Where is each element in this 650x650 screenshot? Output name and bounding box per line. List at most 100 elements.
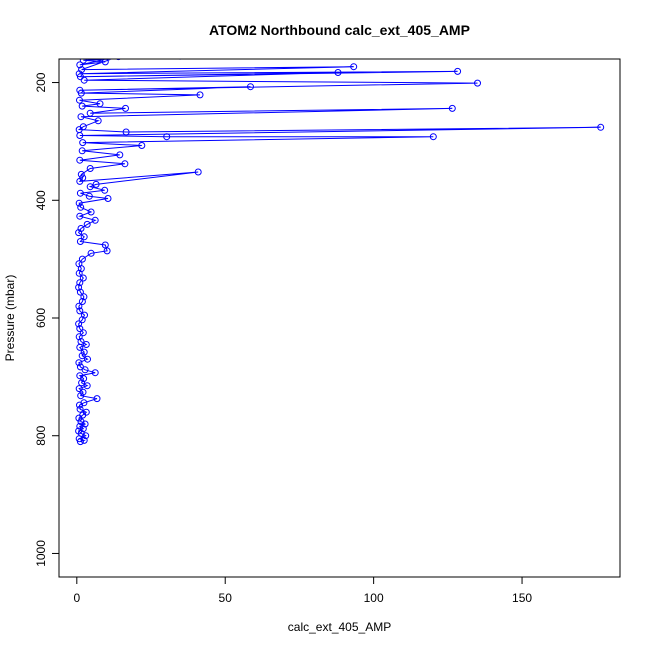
y-tick-label: 200 <box>34 72 48 92</box>
x-axis: 0 50 100 150 <box>73 576 532 605</box>
data-point <box>78 352 86 360</box>
data-point <box>80 233 88 241</box>
data-point <box>76 363 84 371</box>
data-point <box>350 63 358 71</box>
data-point <box>75 333 83 341</box>
data-point <box>75 359 83 367</box>
data-point <box>75 385 83 393</box>
data-point <box>78 298 86 305</box>
data-point <box>178 59 183 60</box>
x-tick-label: 50 <box>219 591 233 605</box>
data-point <box>121 160 129 168</box>
data-point <box>86 183 94 191</box>
data-point <box>93 395 101 403</box>
data-point <box>76 307 84 315</box>
data-point <box>79 388 87 396</box>
data-point <box>79 123 87 131</box>
data-point <box>122 128 130 136</box>
data-point <box>75 199 83 207</box>
x-tick-label: 100 <box>364 591 384 605</box>
series-line <box>77 59 601 443</box>
y-tick-label: 1000 <box>34 540 48 567</box>
x-tick-label: 0 <box>73 591 80 605</box>
data-point <box>83 382 91 390</box>
data-point <box>94 117 102 125</box>
data-point <box>77 113 85 121</box>
data-point <box>247 83 254 91</box>
data-point <box>597 123 605 131</box>
data-point <box>76 86 84 94</box>
data-point <box>76 156 84 164</box>
data-point <box>78 379 86 387</box>
data-point <box>80 76 88 84</box>
y-tick-label: 800 <box>34 425 48 445</box>
data-point <box>85 192 93 200</box>
data-point <box>79 139 87 147</box>
data-point <box>76 189 84 197</box>
data-point <box>77 392 85 400</box>
data-point <box>83 220 91 228</box>
data-point <box>101 59 109 66</box>
data-point <box>77 338 85 345</box>
data-point <box>91 369 99 377</box>
data-point <box>87 208 95 216</box>
data-point <box>79 274 87 282</box>
data-point <box>86 109 94 117</box>
y-axis-label: Pressure (mbar) <box>3 275 17 362</box>
data-point <box>116 151 124 159</box>
data-point <box>96 100 104 108</box>
data-point <box>86 165 94 172</box>
x-tick-label: 150 <box>512 591 532 605</box>
data-point <box>429 133 437 141</box>
data-point <box>77 418 85 426</box>
data-point <box>79 59 87 64</box>
data-point <box>474 79 481 87</box>
data-point <box>122 104 129 112</box>
data-point <box>87 249 95 257</box>
data-point <box>91 216 99 224</box>
y-tick-label: 400 <box>34 190 48 210</box>
data-point <box>78 102 86 110</box>
data-point <box>79 329 87 337</box>
data-point <box>163 133 171 141</box>
data-point <box>82 341 90 348</box>
data-point <box>76 238 84 245</box>
data-point <box>77 170 85 178</box>
data-point <box>101 241 109 249</box>
data-point <box>76 61 84 69</box>
data-point <box>454 67 462 75</box>
chart-title: ATOM2 Northbound calc_ext_405_AMP <box>209 22 470 38</box>
data-point <box>76 212 84 220</box>
data-marks <box>75 59 605 446</box>
data-point <box>76 279 84 287</box>
data-point <box>75 302 83 310</box>
y-axis: 200 400 600 800 1000 <box>34 72 60 567</box>
data-point <box>84 355 91 363</box>
data-point <box>196 91 204 99</box>
data-point <box>79 174 87 182</box>
data-point <box>76 96 83 104</box>
data-point <box>80 399 88 407</box>
data-point <box>75 260 83 268</box>
x-axis-label: calc_ext_405_AMP <box>288 620 391 634</box>
data-point <box>76 405 84 413</box>
series-points <box>75 59 605 446</box>
data-point <box>76 288 84 296</box>
y-tick-label: 600 <box>34 308 48 328</box>
data-point <box>101 186 109 194</box>
data-point <box>75 320 83 328</box>
data-point <box>194 168 202 176</box>
data-point <box>82 408 90 416</box>
data-point <box>76 325 84 333</box>
data-point <box>78 147 86 155</box>
data-point <box>77 203 85 211</box>
data-point <box>80 436 88 444</box>
data-point <box>75 283 83 291</box>
data-point <box>78 255 86 263</box>
data-point <box>334 69 342 76</box>
data-point <box>104 195 112 202</box>
data-point <box>79 425 87 433</box>
data-point <box>448 104 456 112</box>
data-point <box>80 348 88 356</box>
